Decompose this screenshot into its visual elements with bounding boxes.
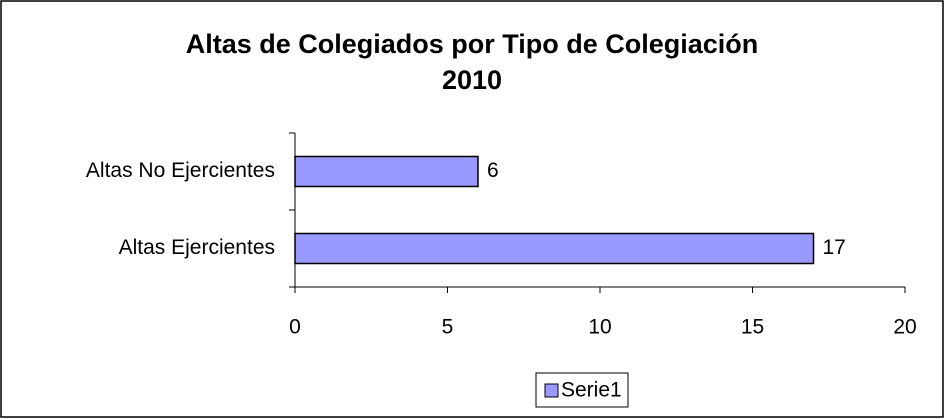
x-tick-label: 10 (588, 316, 611, 339)
bar (294, 155, 479, 188)
chart-title: 2010 (442, 65, 502, 95)
x-tick-label: 5 (442, 316, 454, 339)
data-label: 17 (823, 236, 846, 259)
y-tick-label: Altas No Ejercientes (86, 159, 275, 182)
y-tick-label: Altas Ejercientes (119, 236, 275, 259)
x-tick-label: 0 (289, 316, 301, 339)
x-tick-label: 15 (741, 316, 764, 339)
legend-label: Serie1 (561, 379, 622, 402)
x-tick-label: 20 (893, 316, 916, 339)
legend-swatch (544, 383, 559, 398)
legend-box (535, 372, 629, 408)
chart-title: Altas de Colegiados por Tipo de Colegiac… (186, 29, 759, 59)
data-label: 6 (487, 159, 499, 182)
bar (294, 232, 815, 265)
